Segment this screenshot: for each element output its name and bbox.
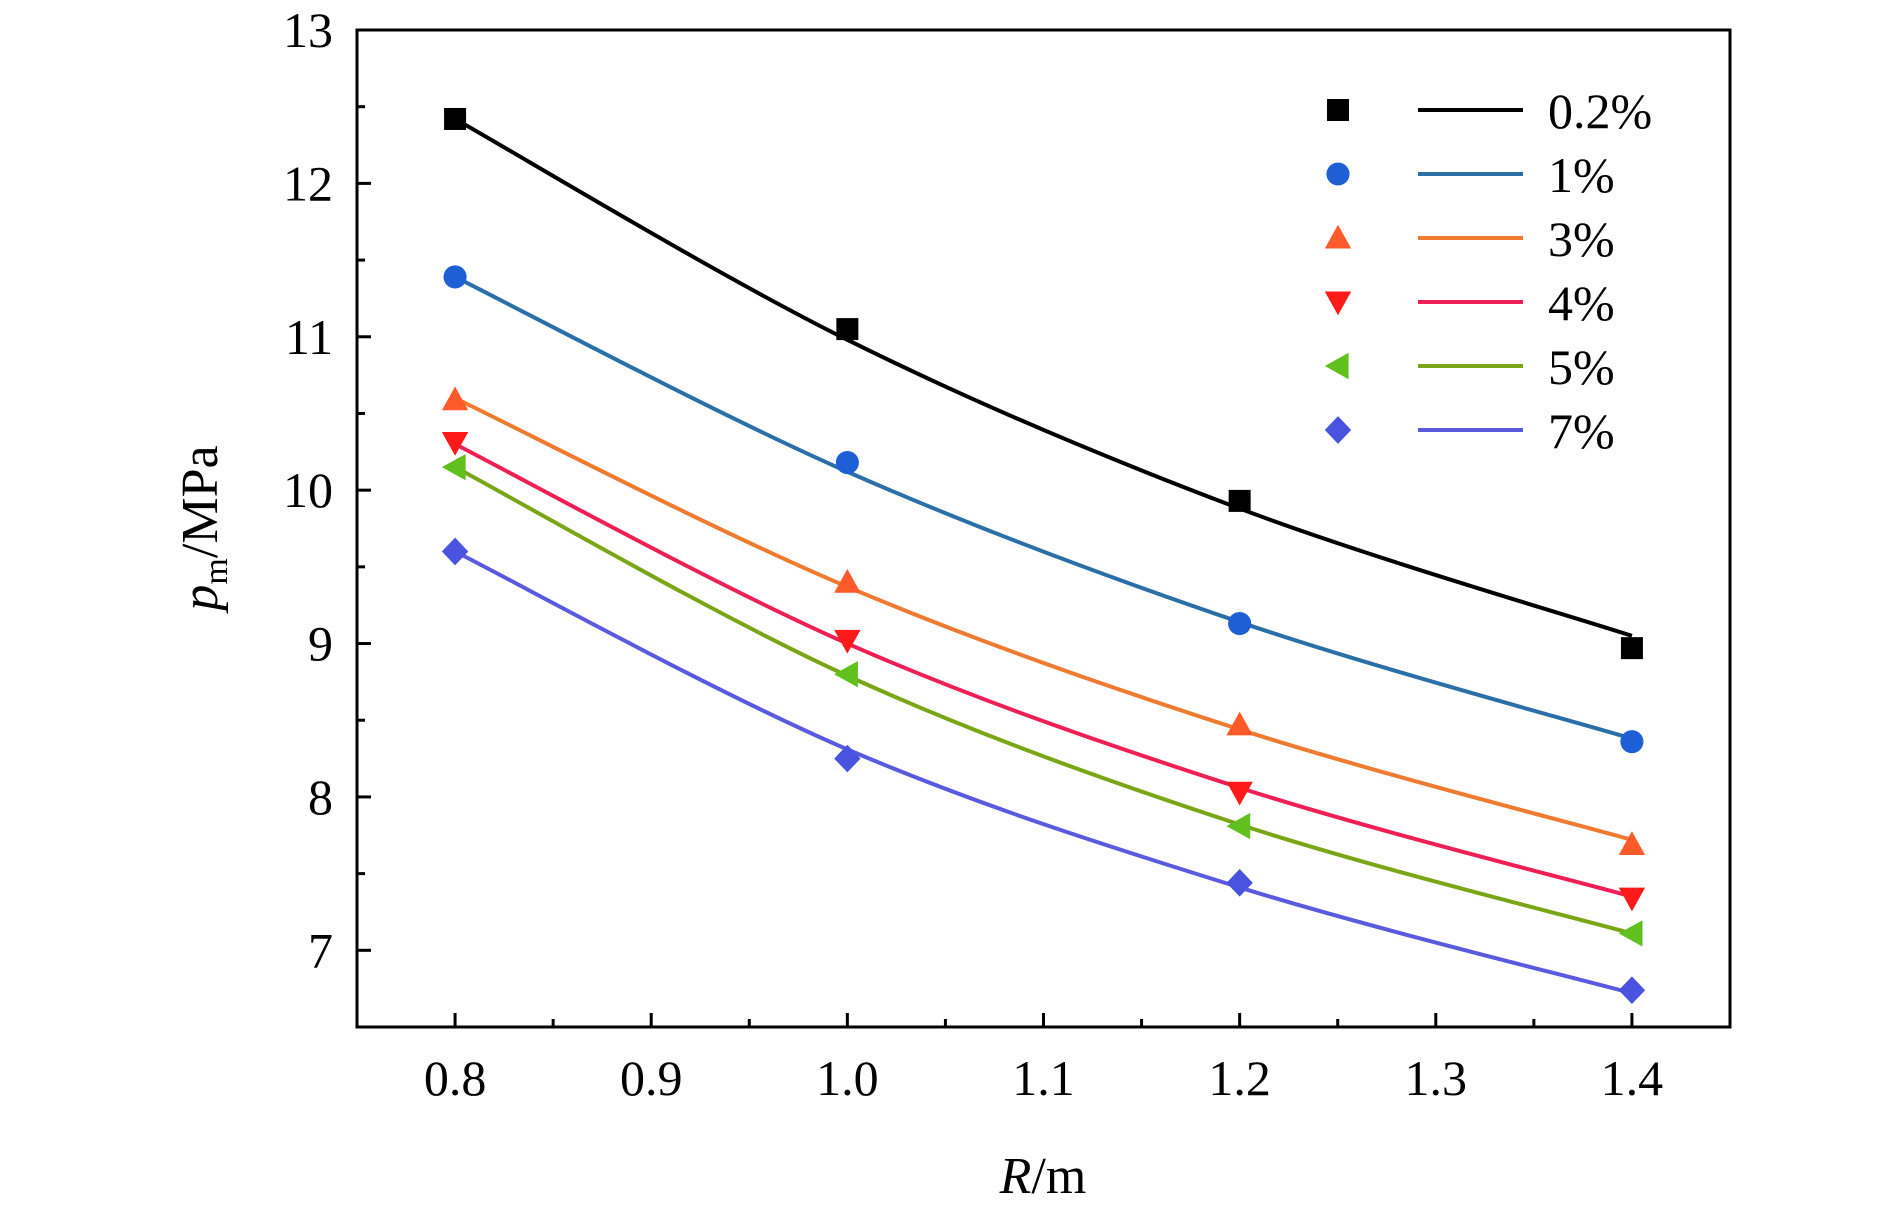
x-tick-label: 1.3 (1405, 1050, 1468, 1106)
legend-label-3pct: 3% (1548, 211, 1615, 267)
data-markers (441, 107, 1646, 1005)
data-point-1pct-0 (443, 265, 467, 289)
data-point-7pct-0 (441, 537, 469, 566)
legend-marker-5pct (1324, 352, 1349, 380)
data-point-3pct-2 (1226, 711, 1253, 736)
y-axis-var: p (172, 585, 229, 615)
data-point-4pct-1 (834, 629, 861, 654)
legend-marker-7pct (1324, 416, 1352, 444)
legend-marker-0-2pct (1327, 99, 1349, 121)
data-point-3pct-1 (834, 568, 861, 593)
data-point-4pct-3 (1618, 887, 1646, 912)
y-axis-sub: m (198, 558, 235, 584)
data-point-1pct-1 (835, 450, 859, 475)
legend-label-4pct: 4% (1548, 275, 1615, 331)
x-axis-unit: /m (1031, 1148, 1086, 1205)
data-point-0-2pct-3 (1620, 637, 1643, 660)
axis-ticks (357, 28, 1634, 1027)
data-point-7pct-2 (1226, 868, 1253, 897)
legend-label-5pct: 5% (1548, 339, 1615, 395)
data-point-7pct-3 (1618, 976, 1646, 1005)
fit-line-1pct (454, 275, 1633, 741)
legend-marker-1pct (1326, 162, 1350, 186)
legend-label-1pct: 1% (1548, 147, 1615, 203)
tick-labels: 0.8 0.9 1.0 1.1 1.2 1.3 1.4 7 8 9 10 11 12 13 (283, 2, 1663, 1106)
data-point-1pct-2 (1228, 612, 1252, 636)
x-tick-label: 1.4 (1601, 1050, 1664, 1106)
data-point-5pct-2 (1226, 812, 1251, 840)
data-point-0-2pct-1 (836, 318, 859, 341)
y-tick-label: 7 (308, 922, 333, 978)
y-tick-label: 12 (283, 155, 333, 211)
fit-line-0-2pct (454, 117, 1633, 638)
x-tick-label: 0.8 (424, 1050, 487, 1106)
x-tick-label: 1.0 (816, 1050, 879, 1106)
fit-line-4pct (454, 442, 1633, 899)
legend-marker-3pct (1324, 224, 1352, 249)
data-point-4pct-0 (441, 432, 469, 456)
fit-line-3pct (454, 396, 1633, 842)
y-tick-label: 8 (308, 769, 333, 825)
x-axis-var: R (999, 1148, 1032, 1205)
x-axis-title: R/m (999, 1148, 1087, 1205)
x-tick-label: 1.2 (1208, 1050, 1271, 1106)
legend-label-0-2pct: 0.2% (1548, 83, 1652, 139)
y-tick-label: 10 (283, 462, 333, 518)
fit-lines (454, 117, 1633, 996)
data-point-0-2pct-0 (444, 107, 467, 130)
y-tick-label: 13 (283, 2, 333, 58)
legend-marker-4pct (1324, 291, 1352, 316)
x-tick-label: 1.1 (1012, 1050, 1075, 1106)
data-point-3pct-0 (441, 386, 469, 411)
data-point-0-2pct-2 (1228, 489, 1251, 512)
y-tick-label: 11 (285, 309, 333, 365)
fit-line-5pct (454, 465, 1633, 936)
legend-label-7pct: 7% (1548, 403, 1615, 459)
fit-line-7pct (454, 549, 1633, 996)
data-point-4pct-2 (1226, 781, 1253, 806)
data-point-7pct-1 (834, 744, 861, 773)
data-point-3pct-3 (1618, 831, 1646, 856)
data-point-5pct-1 (834, 661, 858, 688)
x-tick-label: 0.9 (620, 1050, 683, 1106)
data-point-5pct-3 (1618, 920, 1643, 947)
legend: 0.2% 1% 3% 4% 5% 7% (1324, 83, 1652, 459)
y-axis-title: pm/MPa (172, 445, 235, 614)
y-tick-label: 9 (308, 616, 333, 672)
data-point-1pct-3 (1620, 730, 1644, 754)
data-point-5pct-0 (441, 453, 466, 481)
y-axis-unit: /MPa (172, 445, 229, 558)
